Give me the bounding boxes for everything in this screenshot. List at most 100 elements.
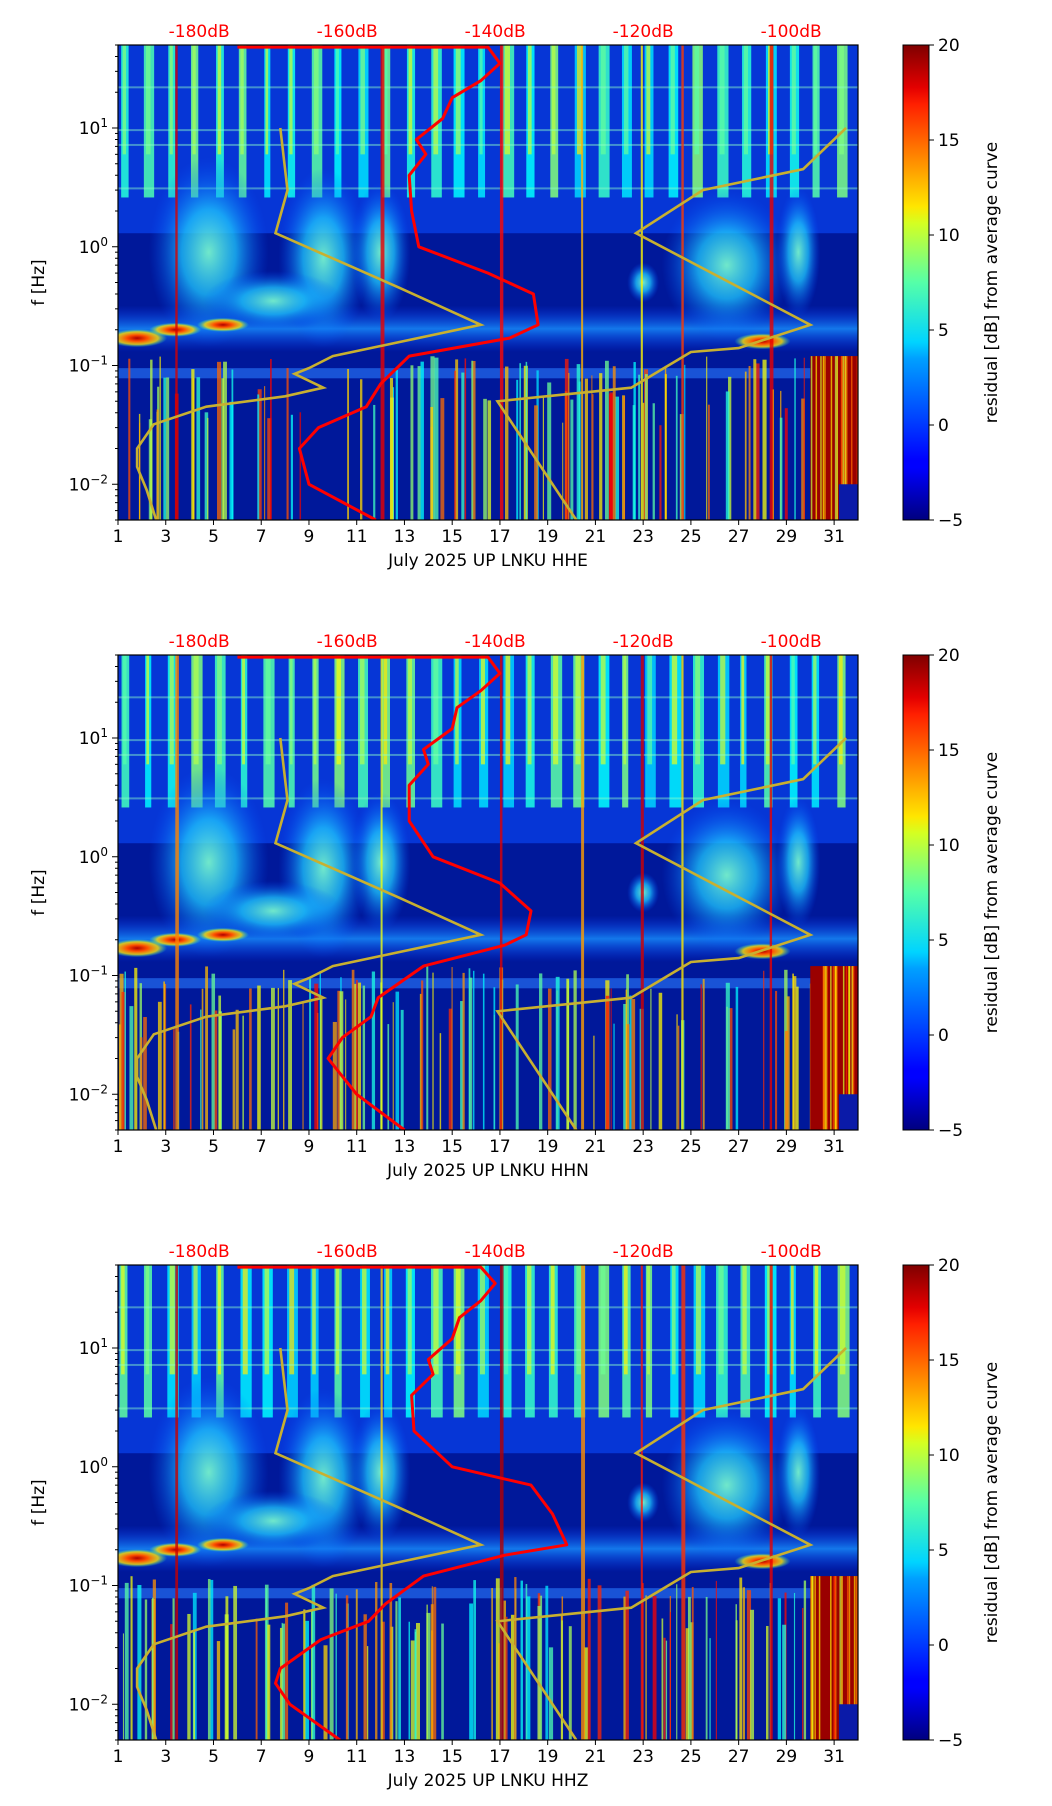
heatmap-day-column-core [600,1265,606,1375]
heatmap-lowfreq-streak [221,378,225,520]
heatmap-block-streak [822,356,825,520]
heatmap-storm-blob [627,1482,660,1523]
heatmap-block-streak [834,1576,836,1740]
heatmap-lowfreq-streak [387,1024,390,1130]
heatmap-spectral-line [118,1306,858,1309]
heatmap-lowfreq-streak [440,398,445,520]
y-tick-label: 100 [79,1455,108,1478]
x-axis-label: July 2025 UP LNKU HHE [387,551,588,571]
x-tick-label: 13 [394,527,416,547]
heatmap-lowfreq-streak [415,1622,420,1740]
heatmap-day-column-core [670,45,675,155]
x-tick-label: 17 [489,1137,511,1157]
plot-area [118,1265,858,1740]
heatmap-lowfreq-streak [762,359,767,520]
heatmap-lowfreq-streak [235,1009,239,1130]
heatmap-day-column-core [145,1265,150,1375]
heatmap-lowfreq-streak [366,1646,369,1740]
y-tick-label: 101 [79,726,108,749]
heatmap-day-column-core [671,655,678,765]
low-noise-model-curve [135,127,485,520]
heatmap-block-streak [848,966,850,1130]
colorbar-tick-label: 0 [938,1026,949,1046]
x-tick-label: 11 [346,527,368,547]
heatmap-lowfreq-streak [599,373,603,520]
heatmap-day-column-core [383,45,388,155]
heatmap-day-column-core [527,1265,532,1375]
heatmap-block-streak [841,1576,843,1740]
heatmap-lowfreq-streak [224,1614,229,1740]
heatmap-lowfreq-streak [744,371,747,520]
heatmap-day-column-core [741,655,745,765]
heatmap-spectral-line [118,86,858,89]
y-tick-label: 101 [79,1336,108,1359]
heatmap-day-column-core [839,45,844,155]
x-tick-label: 1 [113,1137,124,1157]
heatmap-lowfreq-streak [566,978,570,1130]
heatmap-spectral-line [118,1349,858,1352]
heatmap-lowfreq-streak [332,1021,337,1130]
heatmap-lowfreq-streak [187,1613,191,1740]
psd-median-curve [237,655,533,1130]
colorbar-tick-label: 5 [938,931,949,951]
heatmap-lowfreq-streak [482,973,485,1130]
heatmap-day-column-core [192,45,196,155]
heatmap-lowfreq-streak [487,400,492,520]
heatmap-day-column-core [360,655,365,765]
heatmap-lowfreq-streak [434,357,439,520]
x-tick-label: 27 [728,1747,750,1767]
heatmap-lowfreq-streak [784,408,788,520]
heatmap-lowfreq-streak [193,1631,195,1740]
heatmap-storm-blob [776,1407,821,1538]
heatmap-storm-blob [203,1490,344,1551]
heatmap-lowfreq-streak [632,405,636,520]
heatmap-lowfreq-streak [623,1596,626,1740]
heatmap-day-column-core [647,1265,650,1375]
colorbar-tick-label: −5 [938,1121,963,1141]
heatmap-event-line [581,1265,586,1740]
heatmap-lowfreq-streak [493,987,496,1130]
x-axis-label: July 2025 UP LNKU HHN [386,1161,589,1181]
plot-area [118,655,858,1130]
colorbar-label: residual [dB] from average curve [982,1362,1002,1643]
heatmap-lowfreq-streak [700,984,702,1130]
heatmap-lowfreq-streak [473,1580,477,1740]
colorbar-label: residual [dB] from average curve [982,752,1002,1033]
heatmap-day-column-core [312,1265,316,1375]
heatmap-lowfreq-streak [605,995,610,1130]
heatmap-lowfreq-streak [612,366,616,520]
heatmap-day-column-core [575,655,581,765]
top-db-label: -100dB [761,1242,822,1262]
heatmap-day-column-core [217,655,222,765]
heatmap-spectral-line [118,1407,858,1410]
heatmap-spectral-line [118,753,858,756]
heatmap-lowfreq-streak [584,378,588,520]
heatmap-day-column-core [720,655,726,765]
heatmap-lowfreq-streak [665,1640,668,1740]
heatmap-lowfreq-streak [735,1604,737,1740]
heatmap-day-column-core [335,45,339,155]
x-tick-label: 15 [441,527,463,547]
heatmap-day-column-core [383,655,388,765]
heatmap-lowfreq-streak [715,1580,717,1740]
heatmap-lowfreq-streak [455,359,459,520]
heatmap-block-corner [838,1094,858,1130]
heatmap-lowfreq-streak [568,1626,572,1740]
heatmap-lowfreq-streak [728,376,732,520]
heatmap-lowfreq-streak [561,1620,563,1740]
high-noise-model-curve [495,737,847,1130]
heatmap-day-column-core [169,1265,175,1375]
heatmap-lowfreq-streak [725,982,730,1130]
x-tick-label: 1 [113,527,124,547]
heatmap-lowfreq-streak [638,374,641,520]
top-db-label: -100dB [761,22,822,42]
heatmap-day-column-core [433,1265,439,1375]
heatmap-lowfreq-streak [355,1589,358,1740]
heatmap-lowfreq-streak [229,401,234,520]
heatmap-lowfreq-streak [642,402,645,520]
heatmap-lowfreq-streak [597,1585,602,1740]
heatmap-lowfreq-streak [750,1609,755,1740]
heatmap-day-column-core [695,1265,702,1375]
